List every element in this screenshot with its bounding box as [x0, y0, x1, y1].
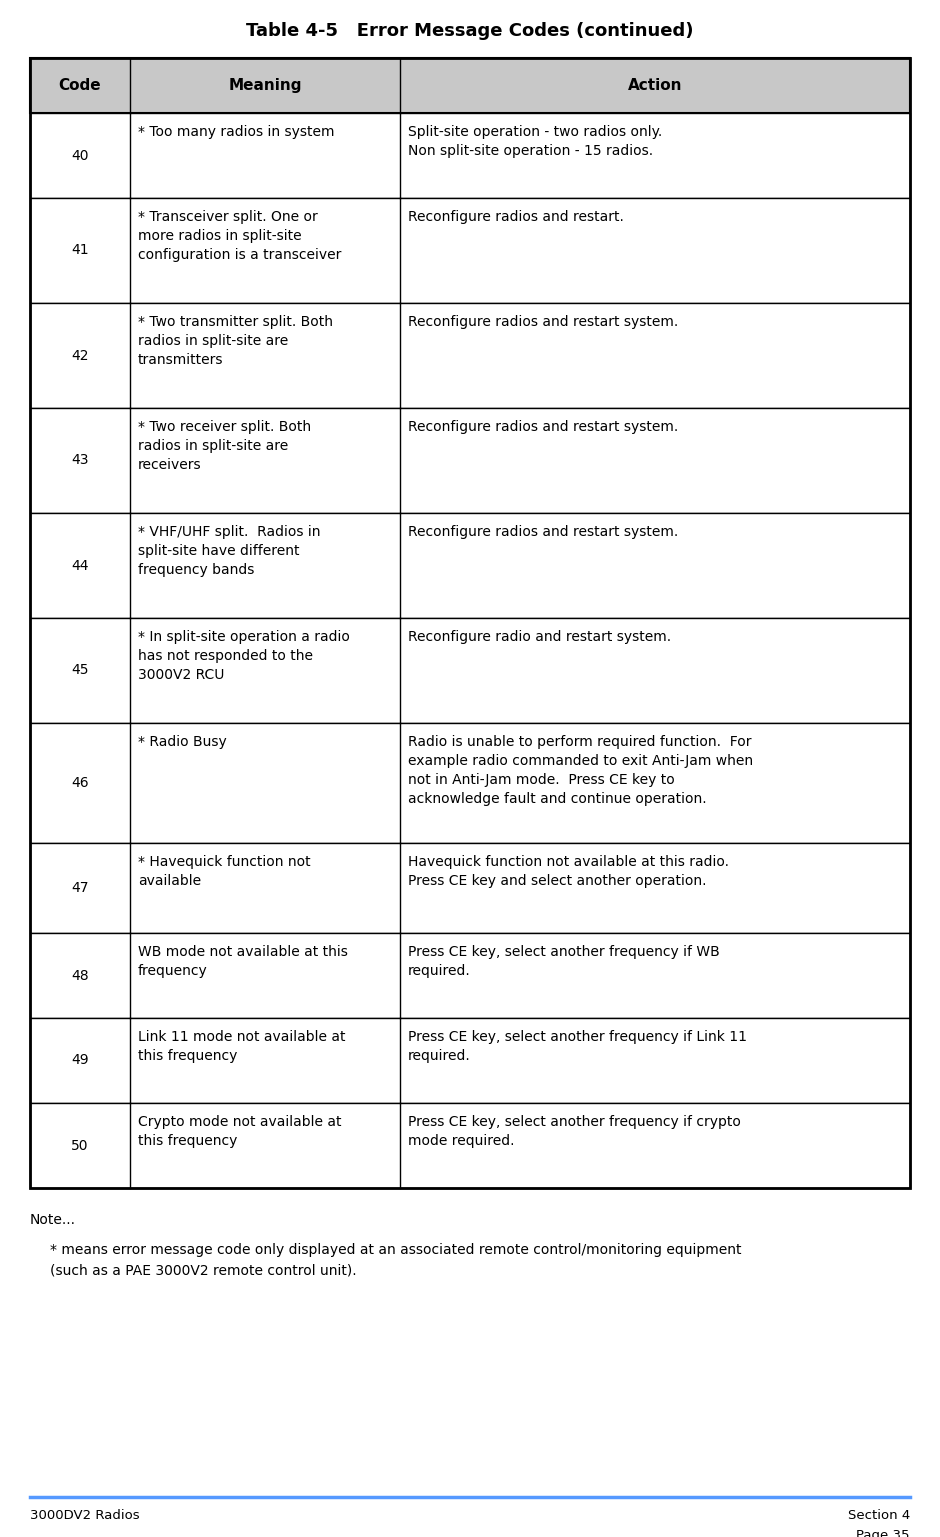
Text: 40: 40	[71, 149, 88, 163]
Text: Reconfigure radios and restart system.: Reconfigure radios and restart system.	[408, 420, 679, 433]
Text: Press CE key, select another frequency if crypto
mode required.: Press CE key, select another frequency i…	[408, 1114, 741, 1148]
Text: 41: 41	[71, 243, 88, 258]
Bar	[30, 58, 910, 114]
Text: Meaning: Meaning	[228, 78, 302, 94]
Text: Reconfigure radio and restart system.: Reconfigure radio and restart system.	[408, 630, 671, 644]
Bar	[30, 198, 910, 303]
Text: Press CE key, select another frequency if Link 11
required.: Press CE key, select another frequency i…	[408, 1030, 747, 1064]
Text: 47: 47	[71, 881, 88, 895]
Text: 50: 50	[71, 1139, 88, 1153]
Bar	[30, 58, 910, 1188]
Text: Note...: Note...	[30, 1213, 76, 1227]
Bar	[30, 407, 910, 513]
Text: Split-site operation - two radios only.
Non split-site operation - 15 radios.: Split-site operation - two radios only. …	[408, 124, 663, 158]
Text: 42: 42	[71, 349, 88, 363]
Bar	[30, 1104, 910, 1188]
Text: Page 35: Page 35	[856, 1529, 910, 1537]
Text: 3000DV2 Radios: 3000DV2 Radios	[30, 1509, 140, 1522]
Text: Table 4-5   Error Message Codes (continued): Table 4-5 Error Message Codes (continued…	[246, 22, 694, 40]
Text: Section 4: Section 4	[848, 1509, 910, 1522]
Text: * means error message code only displayed at an associated remote control/monito: * means error message code only displaye…	[50, 1243, 742, 1277]
Text: 45: 45	[71, 664, 88, 678]
Text: * Transceiver split. One or
more radios in split-site
configuration is a transce: * Transceiver split. One or more radios …	[138, 211, 341, 261]
Text: Reconfigure radios and restart system.: Reconfigure radios and restart system.	[408, 315, 679, 329]
Text: * Havequick function not
available: * Havequick function not available	[138, 855, 310, 888]
Text: Havequick function not available at this radio.
Press CE key and select another : Havequick function not available at this…	[408, 855, 729, 888]
Text: * Two receiver split. Both
radios in split-site are
receivers: * Two receiver split. Both radios in spl…	[138, 420, 311, 472]
Text: Reconfigure radios and restart system.: Reconfigure radios and restart system.	[408, 526, 679, 539]
Bar	[30, 513, 910, 618]
Text: Reconfigure radios and restart.: Reconfigure radios and restart.	[408, 211, 624, 224]
Text: * In split-site operation a radio
has not responded to the
3000V2 RCU: * In split-site operation a radio has no…	[138, 630, 350, 682]
Bar	[30, 303, 910, 407]
Text: 49: 49	[71, 1053, 88, 1068]
Bar	[30, 722, 910, 842]
Text: Link 11 mode not available at
this frequency: Link 11 mode not available at this frequ…	[138, 1030, 346, 1064]
Text: Press CE key, select another frequency if WB
required.: Press CE key, select another frequency i…	[408, 945, 720, 978]
Text: * Too many radios in system: * Too many radios in system	[138, 124, 335, 138]
Text: WB mode not available at this
frequency: WB mode not available at this frequency	[138, 945, 348, 978]
Bar	[30, 1017, 910, 1104]
Text: * Two transmitter split. Both
radios in split-site are
transmitters: * Two transmitter split. Both radios in …	[138, 315, 333, 367]
Text: 48: 48	[71, 968, 88, 982]
Bar	[30, 842, 910, 933]
Text: 43: 43	[71, 453, 88, 467]
Text: * Radio Busy: * Radio Busy	[138, 735, 227, 749]
Text: 44: 44	[71, 558, 88, 572]
Text: Action: Action	[628, 78, 682, 94]
Text: Code: Code	[58, 78, 102, 94]
Bar	[30, 933, 910, 1017]
Bar	[30, 618, 910, 722]
Text: * VHF/UHF split.  Radios in
split-site have different
frequency bands: * VHF/UHF split. Radios in split-site ha…	[138, 526, 321, 576]
Bar	[30, 114, 910, 198]
Text: Crypto mode not available at
this frequency: Crypto mode not available at this freque…	[138, 1114, 341, 1148]
Text: 46: 46	[71, 776, 88, 790]
Text: Radio is unable to perform required function.  For
example radio commanded to ex: Radio is unable to perform required func…	[408, 735, 753, 805]
